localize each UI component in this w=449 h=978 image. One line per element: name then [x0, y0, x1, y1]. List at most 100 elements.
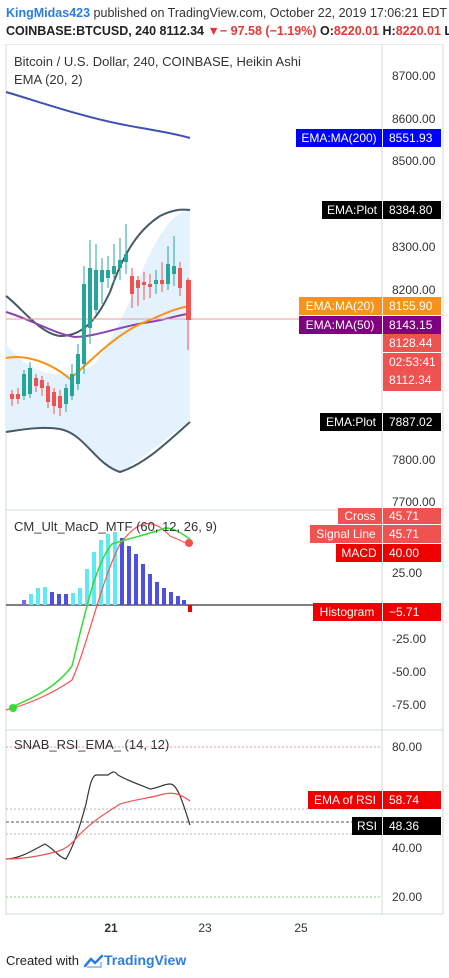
candle: [124, 254, 128, 262]
cross-label-box: [338, 508, 382, 524]
price-change: − 97.58 (−1.19%): [219, 24, 317, 38]
histogram-bar: [85, 569, 89, 605]
bid-value: 8128.44: [389, 336, 433, 350]
rsi-line: [5, 771, 191, 860]
symbol: COINBASE:BTCUSD, 240: [6, 24, 157, 38]
chart-area[interactable]: Bitcoin / U.S. Dollar, 240, COINBASE, He…: [0, 44, 449, 944]
cross-value-box: [383, 508, 441, 524]
ema50-line: [5, 311, 191, 339]
y-tick: 8300.00: [392, 240, 436, 254]
rsi-pane: SNAB_RSI_EMA_ (14, 12) 80.00 40.00 20.00…: [5, 737, 441, 904]
y-tick: 25.00: [392, 566, 422, 580]
ema20-line: [5, 305, 191, 381]
histogram-bar: [57, 594, 61, 605]
candle: [154, 280, 158, 284]
histogram-bar: [188, 605, 192, 612]
histogram-bar: [141, 564, 145, 605]
candle: [142, 282, 146, 285]
cross-value: 45.71: [389, 509, 419, 523]
y-tick: 8600.00: [392, 112, 436, 126]
ema-rsi-label-box: [308, 791, 382, 809]
tradingview-brand-link[interactable]: TradingView: [104, 952, 187, 968]
candle: [34, 378, 38, 386]
histogram-bar: [127, 546, 131, 605]
main-pane: Bitcoin / U.S. Dollar, 240, COINBASE, He…: [5, 54, 441, 509]
candle: [186, 280, 191, 320]
candle: [100, 270, 104, 282]
signal-value-box: [383, 525, 441, 543]
y-tick: -25.00: [392, 632, 426, 646]
author-link[interactable]: KingMidas423: [6, 6, 91, 20]
x-axis: 21 23 25: [104, 921, 308, 935]
rsi-y-axis: 80.00 40.00 20.00: [392, 740, 422, 904]
high-value: 8220.01: [395, 24, 441, 38]
candle: [160, 280, 164, 284]
rsi-label-box: [352, 817, 382, 835]
histogram-bar: [148, 574, 152, 605]
countdown: 02:53:41: [389, 355, 436, 369]
y-tick: 40.00: [392, 841, 422, 855]
candle: [106, 270, 110, 278]
tradingview-logo-icon[interactable]: [84, 954, 104, 968]
y-tick: 8500.00: [392, 154, 436, 168]
macd-line: [11, 527, 191, 708]
candle: [130, 276, 134, 294]
ema20-label-box: [299, 297, 382, 315]
cross-up-dot: [9, 704, 17, 712]
histogram-bar: [29, 594, 33, 605]
ema-rsi-label: EMA of RSI: [314, 793, 376, 807]
histogram-bar: [36, 588, 40, 605]
ema-plot-upper-value-box: [383, 201, 441, 219]
macd-pane-title: CM_Ult_MacD_MTF (60, 12, 26, 9): [14, 519, 217, 534]
histogram-bar: [50, 592, 54, 605]
high-label: H:: [382, 24, 396, 38]
main-price-labels: EMA:MA(200) 8551.93 EMA:Plot 8384.80 EMA…: [296, 129, 441, 431]
macd-value-box: [383, 544, 441, 562]
ema-rsi-value: 58.74: [389, 793, 419, 807]
main-indicator-title: EMA (20, 2): [14, 72, 83, 87]
macd-value: 40.00: [389, 546, 419, 560]
histogram-bar: [113, 532, 117, 605]
candle: [118, 260, 122, 268]
histogram-bar: [99, 540, 103, 605]
ema50-label: EMA:MA(50): [306, 318, 375, 332]
candle: [10, 394, 14, 399]
histogram-bar: [22, 600, 26, 605]
ema-of-rsi-line: [5, 792, 191, 860]
candle: [52, 392, 56, 406]
signal-label-box: [310, 525, 382, 543]
x-tick: 21: [104, 921, 118, 935]
candle: [94, 270, 98, 310]
ema200-label-box: [296, 129, 382, 147]
histogram-value-box: [383, 603, 441, 621]
rsi-labels: EMA of RSI 58.74 RSI 48.36: [308, 791, 441, 835]
candle: [178, 268, 182, 288]
ema-plot-lower-value: 7887.02: [389, 415, 433, 429]
histogram-bar: [182, 600, 186, 605]
main-y-axis: 8700.00 8600.00 8500.00 8300.00 8200.00 …: [392, 69, 436, 509]
candle: [136, 280, 140, 288]
macd-histogram: [22, 532, 192, 612]
histogram-bar: [92, 552, 96, 605]
cross-label: Cross: [344, 509, 375, 523]
ema200-line: [5, 91, 191, 139]
last-price: 8112.34: [159, 24, 205, 38]
x-tick: 25: [294, 921, 308, 935]
created-with-text: Created with: [6, 953, 79, 968]
histogram-label-box: [313, 603, 382, 621]
y-tick: 8200.00: [392, 283, 436, 297]
bollinger-fill: [6, 210, 190, 472]
rsi-value: 48.36: [389, 819, 419, 833]
ema200-value: 8551.93: [389, 131, 433, 145]
candle: [46, 386, 50, 402]
candle: [82, 284, 86, 364]
ema-plot-lower-value-box: [383, 413, 441, 431]
y-tick: 80.00: [392, 740, 422, 754]
footer: Created with TradingView: [0, 944, 449, 978]
candle: [148, 284, 152, 287]
signal-value: 45.71: [389, 527, 419, 541]
ema50-label-box: [299, 316, 382, 334]
last-price-value: 8112.34: [389, 373, 432, 387]
histogram-bar: [134, 554, 138, 605]
main-pane-frame: [5, 44, 444, 511]
